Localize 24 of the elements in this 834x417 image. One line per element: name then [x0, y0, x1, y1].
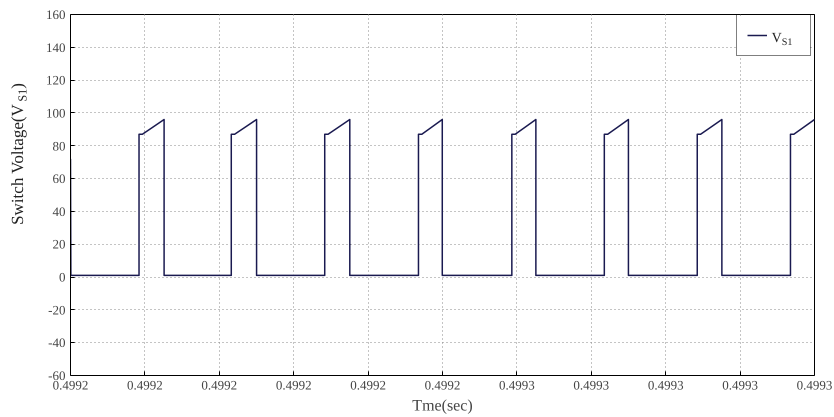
y-tick-label: 160	[46, 7, 66, 22]
x-tick-label: 0.4992	[201, 378, 238, 392]
x-axis-title: Tme(sec)	[412, 398, 473, 414]
x-tick-label: 0.4992	[127, 378, 163, 392]
x-tick-label: 0.4993	[648, 378, 684, 392]
y-tick-label: 80	[52, 138, 66, 154]
x-tick-label: 0.4993	[499, 378, 535, 392]
x-tick-label: 0.4992	[424, 378, 460, 392]
y-tick-label: 60	[52, 171, 66, 186]
y-tick-label: -20	[48, 302, 66, 318]
x-tick-label: 0.4993	[573, 378, 610, 392]
y-tick-label: 120	[46, 72, 66, 88]
y-tick-label: 20	[52, 236, 66, 252]
y-tick-label: 40	[52, 204, 66, 219]
y-tick-label: 140	[46, 40, 66, 55]
line-series	[70, 118, 814, 276]
x-tick-label: 0.4993	[722, 378, 758, 392]
y-tick-label: 0	[59, 270, 66, 285]
y-tick-label: 100	[46, 105, 66, 120]
x-tick-label: 0.4992	[350, 378, 386, 392]
y-axis-title: Switch Voltage(VS1)	[8, 83, 30, 225]
y-tick-label: -40	[48, 335, 66, 350]
x-tick-label: 0.4992	[276, 378, 312, 392]
x-tick-label: 0.4993	[796, 378, 832, 392]
